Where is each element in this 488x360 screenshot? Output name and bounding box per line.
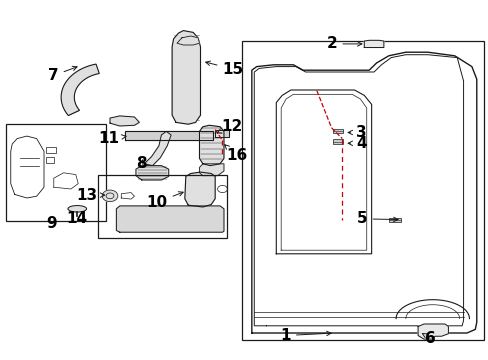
Ellipse shape: [68, 206, 86, 212]
Polygon shape: [110, 116, 139, 126]
Bar: [388, 218, 400, 222]
Bar: [98, 175, 227, 238]
Text: 14: 14: [66, 211, 87, 226]
Polygon shape: [116, 206, 224, 232]
Text: 10: 10: [146, 192, 183, 210]
Polygon shape: [364, 40, 383, 48]
Polygon shape: [177, 36, 199, 45]
Text: 2: 2: [326, 36, 361, 51]
Text: 11: 11: [99, 131, 126, 147]
Text: 12: 12: [217, 119, 242, 134]
Text: 3: 3: [347, 125, 366, 140]
Polygon shape: [144, 131, 171, 166]
Text: 5: 5: [356, 211, 397, 226]
Text: 16: 16: [224, 145, 246, 163]
Polygon shape: [199, 164, 224, 176]
Polygon shape: [136, 166, 168, 180]
Bar: [242, 41, 483, 340]
Bar: [46, 157, 54, 163]
Polygon shape: [172, 31, 200, 124]
Polygon shape: [124, 131, 212, 140]
Text: 13: 13: [77, 188, 104, 203]
Polygon shape: [215, 130, 228, 137]
Polygon shape: [199, 125, 224, 166]
Text: 1: 1: [280, 328, 330, 343]
Polygon shape: [184, 172, 215, 207]
Polygon shape: [61, 64, 99, 116]
Bar: [332, 129, 343, 133]
Text: 7: 7: [48, 66, 77, 83]
Text: 6: 6: [422, 331, 435, 346]
Text: 9: 9: [46, 216, 57, 231]
Circle shape: [102, 190, 118, 202]
Text: 4: 4: [347, 136, 366, 151]
Polygon shape: [417, 324, 447, 339]
Text: 8: 8: [136, 156, 146, 171]
Bar: [6, 124, 106, 221]
Bar: [332, 139, 343, 144]
Text: 15: 15: [205, 61, 243, 77]
Bar: [46, 147, 56, 153]
